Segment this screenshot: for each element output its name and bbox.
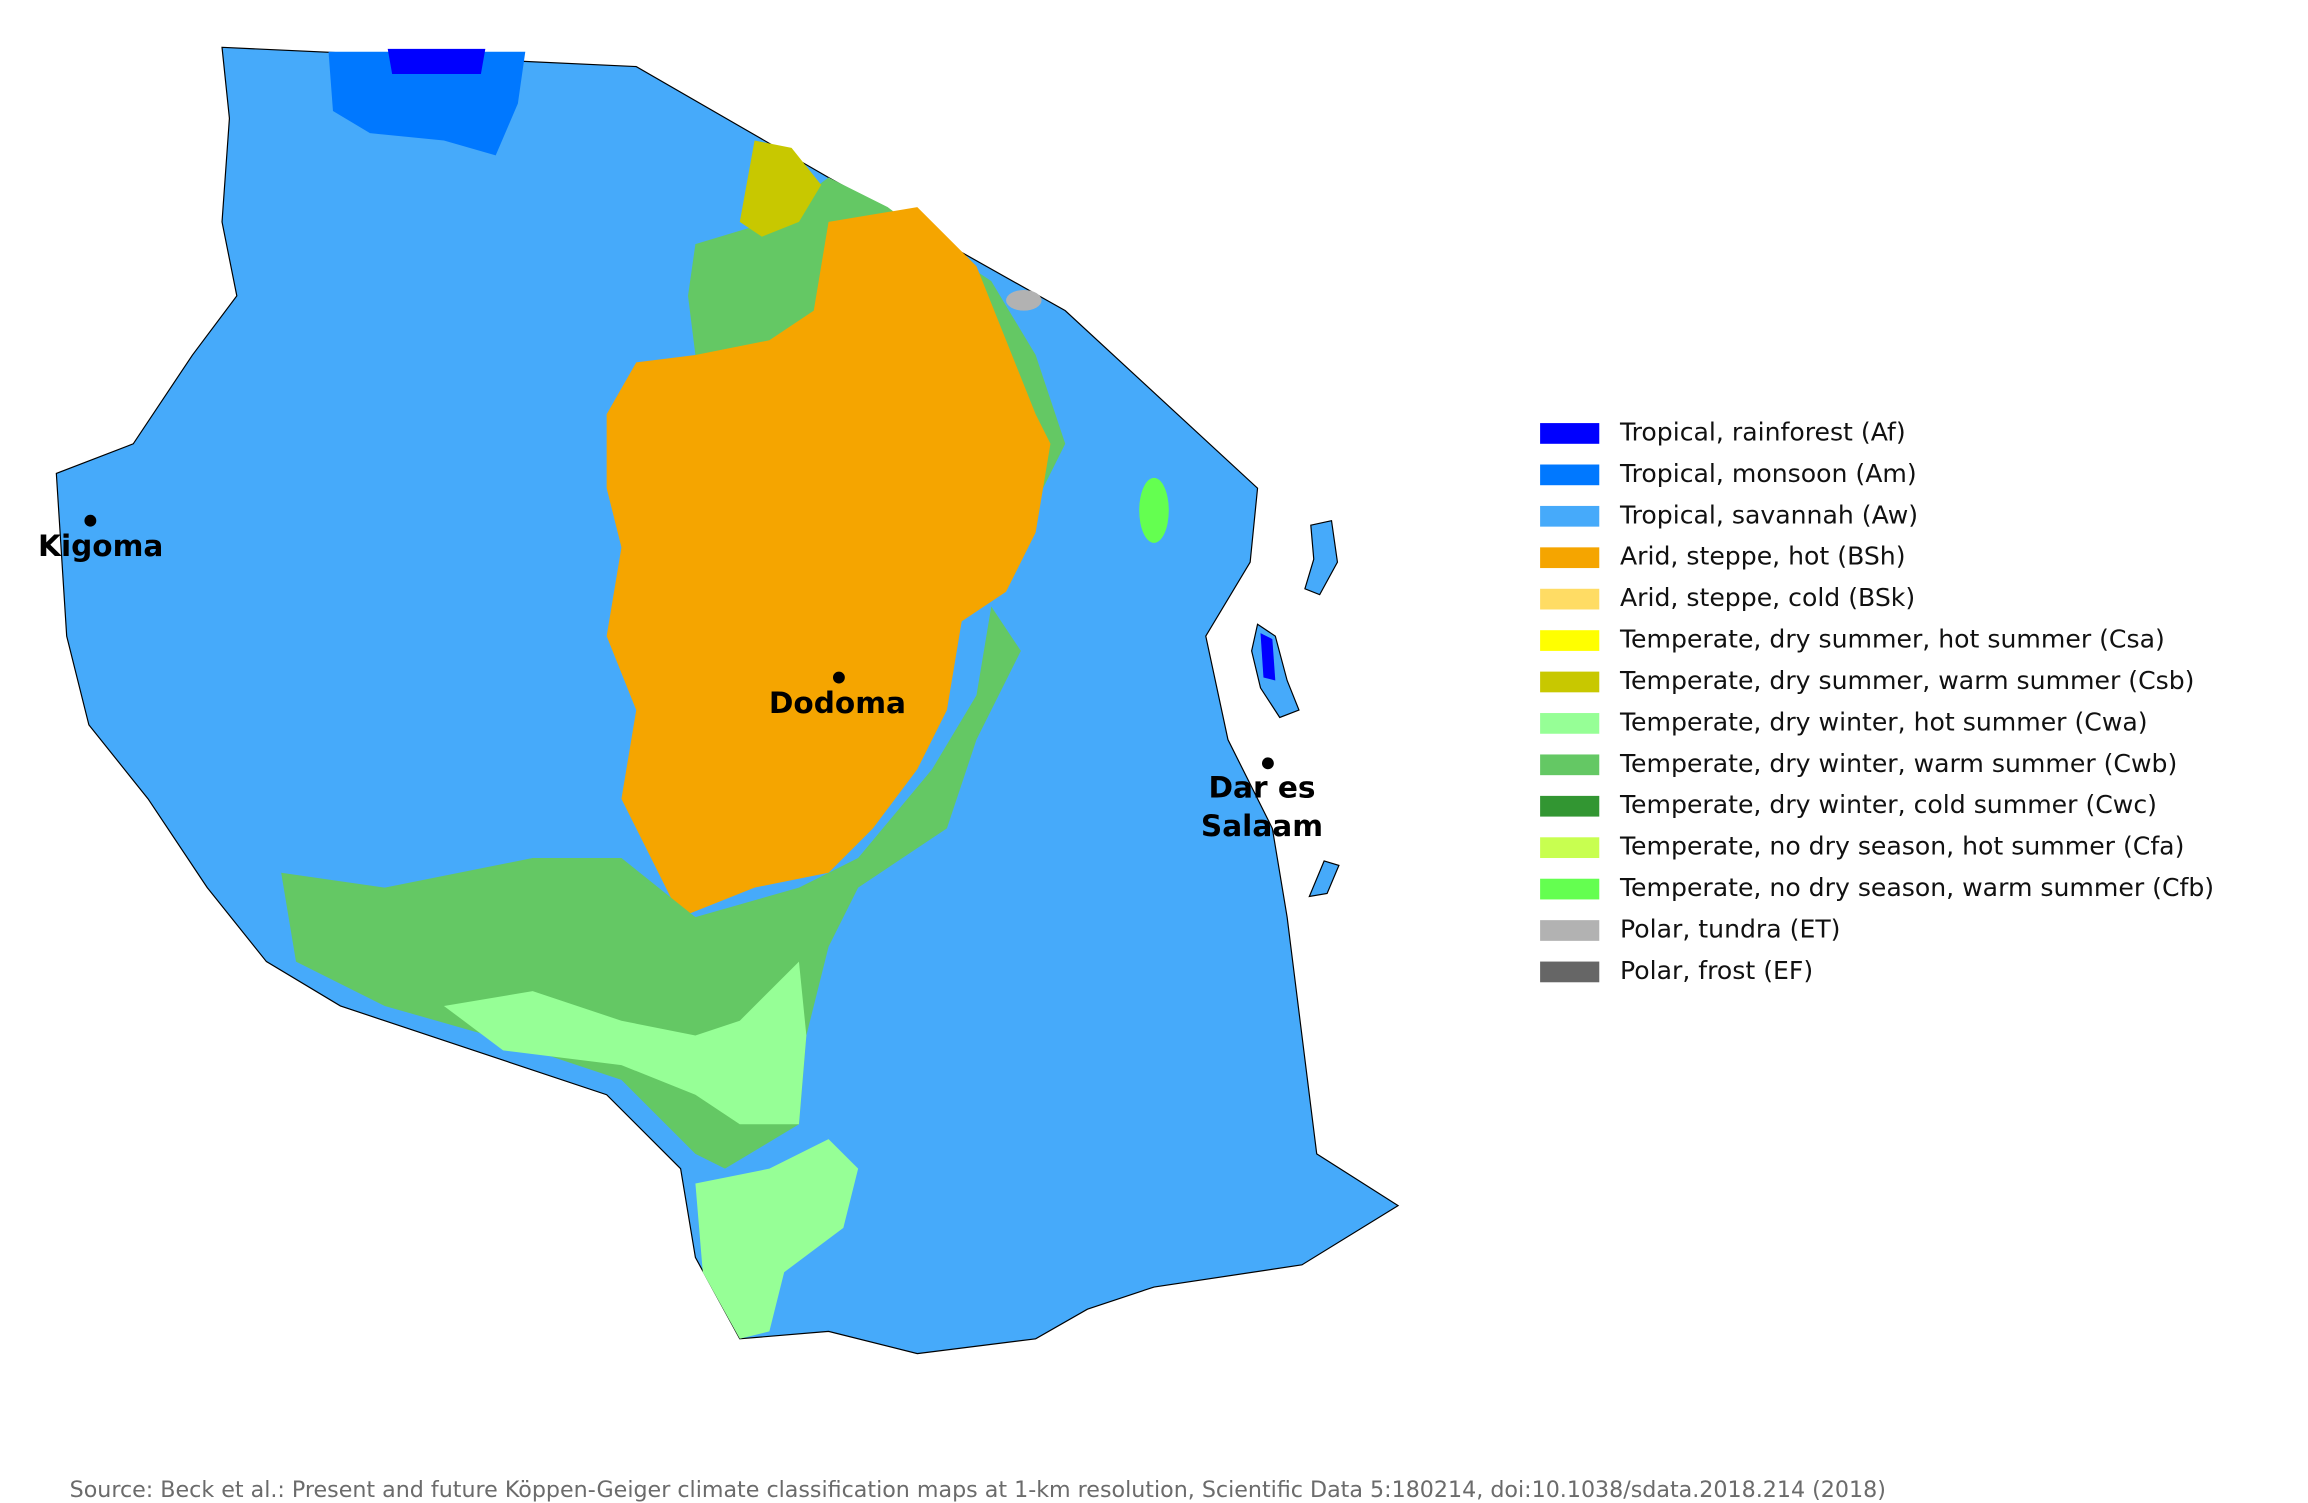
city-label: Salaam: [1201, 809, 1323, 843]
legend-label: Tropical, monsoon (Am): [1619, 459, 1917, 488]
legend-swatch: [1540, 630, 1600, 651]
source-note: Source: Beck et al.: Present and future …: [70, 1477, 1886, 1503]
legend-swatch: [1540, 795, 1600, 817]
legend-label: Polar, tundra (ET): [1620, 914, 1841, 943]
legend-label: Tropical, rainforest (Af): [1619, 417, 1906, 446]
legend-label: Temperate, no dry season, hot summer (Cf…: [1619, 832, 2184, 861]
zanzibar-af: [1260, 633, 1276, 681]
legend-label: Temperate, dry winter, warm summer (Cwb): [1619, 749, 2177, 778]
region-cwa: [695, 1139, 859, 1339]
legend-label: Temperate, dry winter, hot summer (Cwa): [1619, 707, 2148, 736]
region-am: [328, 51, 526, 156]
legend-label: Temperate, dry summer, warm summer (Csb): [1619, 666, 2195, 695]
region-csb: [739, 140, 822, 237]
country: [55, 46, 1400, 1355]
legend-swatch: [1540, 961, 1600, 983]
region-et: [1006, 289, 1042, 311]
legend-swatch: [1540, 588, 1600, 610]
legend-label: Polar, frost (EF): [1620, 956, 1813, 985]
city-label: Dodoma: [769, 686, 906, 720]
legend-label: Temperate, dry winter, cold summer (Cwc): [1619, 790, 2157, 819]
legend-label: Tropical, savannah (Aw): [1619, 500, 1918, 529]
zanzibar: [1251, 623, 1300, 719]
city-label: Kigoma: [38, 529, 163, 563]
region-bsh: [606, 207, 1051, 918]
region-cfb: [1139, 477, 1169, 543]
legend-swatch: [1540, 547, 1600, 569]
city-label: Dar es: [1208, 770, 1315, 804]
legend-swatch: [1540, 878, 1600, 900]
legend: Tropical, rainforest (Af) Tropical, monso…: [1540, 417, 2214, 985]
legend-swatch: [1540, 754, 1600, 776]
mafia: [1308, 860, 1340, 898]
city-dot: [84, 514, 97, 527]
cities: Kigoma Dodoma Dar es Salaam: [38, 514, 1323, 843]
region-cwb-south: [281, 606, 1021, 1169]
city-dot: [1261, 757, 1274, 770]
legend-label: Arid, steppe, hot (BSh): [1620, 542, 1906, 571]
legend-swatch: [1540, 671, 1600, 693]
legend-swatch: [1540, 837, 1600, 859]
legend-swatch: [1540, 505, 1600, 527]
city-dot: [832, 671, 845, 684]
pemba: [1304, 520, 1339, 596]
legend-label: Temperate, dry summer, hot summer (Csa): [1619, 625, 2165, 654]
region-cwa-band: [443, 961, 807, 1125]
legend-swatch: [1540, 423, 1600, 444]
legend-swatch: [1540, 920, 1600, 941]
legend-label: Temperate, no dry season, warm summer (C…: [1619, 873, 2214, 902]
legend-swatch: [1540, 713, 1600, 734]
region-af: [387, 48, 486, 74]
legend-swatch: [1540, 464, 1600, 486]
legend-label: Arid, steppe, cold (BSk): [1620, 583, 1915, 612]
